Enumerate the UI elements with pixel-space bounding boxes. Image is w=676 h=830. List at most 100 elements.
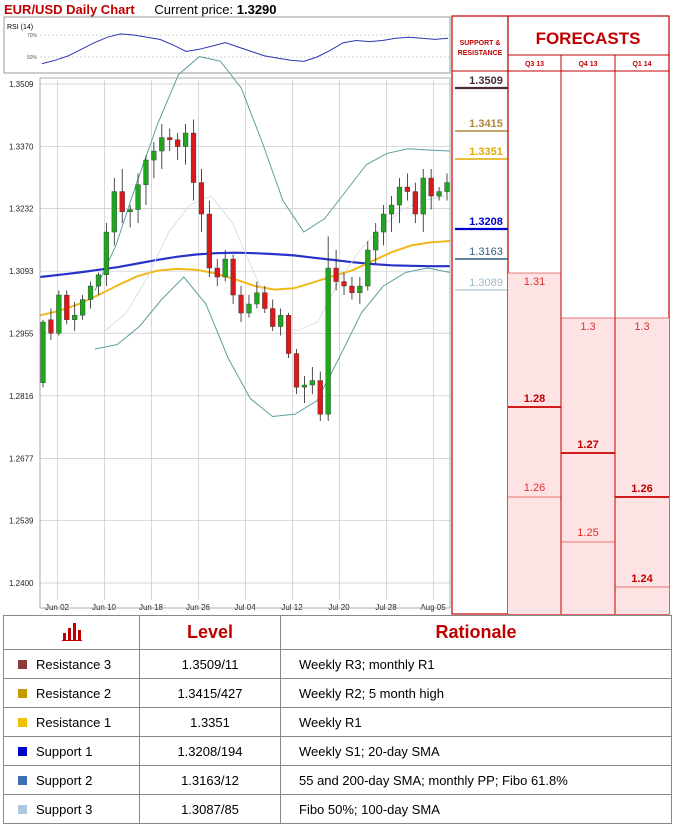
swatch-icon (18, 659, 27, 669)
level-name-cell: Support 1 (3, 736, 140, 766)
level-value: 1.3208/194 (139, 736, 281, 766)
x-tick-label: Jul 12 (281, 603, 303, 612)
candle-body (175, 139, 181, 147)
level-value: 1.3415/427 (139, 678, 281, 708)
rsi-line (41, 33, 449, 65)
rsi-tick-label: 70% (27, 33, 38, 39)
candle-body (325, 267, 331, 415)
candle-body (230, 258, 236, 296)
upper-bollinger-band (94, 56, 451, 291)
forecast-high-label: 1.3 (634, 321, 649, 333)
price-frame (39, 77, 451, 609)
candle-body (190, 132, 197, 183)
candle-body (262, 292, 268, 309)
candle-body (95, 274, 102, 287)
candle-body (135, 184, 141, 210)
forecast-low-label: 1.26 (524, 482, 545, 494)
sr-level-label: 1.3351 (469, 146, 503, 158)
level-name: Support 3 (36, 801, 93, 817)
candle-body (151, 150, 157, 161)
level-value: 1.3509/11 (139, 649, 281, 679)
candle-body (341, 281, 347, 287)
y-tick-label: 1.3370 (9, 143, 34, 152)
level-name-cell: Resistance 3 (3, 649, 140, 679)
candle-body (333, 267, 339, 282)
candle-body (373, 231, 379, 251)
rsi-label: RSI (14) (7, 24, 33, 31)
level-name: Resistance 1 (36, 714, 112, 730)
sr-title: SUPPORT & (460, 40, 501, 47)
chart-header: EUR/USD Daily Chart Current price: 1.329… (4, 2, 277, 17)
price-plot-area (40, 78, 450, 608)
level-rationale: Weekly S1; 20-day SMA (280, 736, 672, 766)
level-name-cell: Resistance 2 (3, 678, 140, 708)
forecast-range-fill (561, 318, 615, 614)
forecast-range-fill (615, 318, 669, 614)
sr-title: RESISTANCE (458, 50, 503, 57)
y-tick-label: 1.2400 (9, 579, 34, 588)
y-tick-label: 1.3232 (9, 205, 34, 214)
support-resistance-panel: SUPPORT & RESISTANCE 1.3509 1.3415 1.3351 1.3… (451, 15, 509, 615)
candle-body (428, 177, 434, 197)
quarter-label: Q3 13 (525, 61, 544, 68)
y-tick-label: 1.2816 (9, 392, 34, 401)
levels-table-header: Level Rationale (3, 615, 672, 650)
rsi-panel: RSI (14) 70% 50% (3, 16, 451, 74)
candle-body (40, 321, 46, 383)
current-price-label: Current price: (154, 2, 234, 17)
candle-body (301, 384, 308, 388)
forecast-title: FORECASTS (536, 29, 641, 48)
rationale-column-header: Rationale (280, 615, 672, 650)
level-name-cell: Resistance 1 (3, 707, 140, 737)
candle-body (87, 285, 94, 300)
table-row: Support 1 1.3208/194 Weekly S1; 20-day S… (3, 736, 672, 766)
rsi-frame (3, 16, 451, 74)
forecast-mid-label: 1.28 (524, 393, 545, 405)
y-tick-label: 1.3509 (9, 80, 34, 89)
yellow-sma-line (39, 240, 451, 317)
x-tick-label: Jul 28 (375, 603, 397, 612)
price-panel: 1.3509 1.3370 1.3232 1.3093 1.2955 1.2816 1.26… (9, 56, 451, 612)
rsi-tick-label: 50% (27, 55, 38, 61)
candle-body (420, 177, 426, 215)
x-tick-label: Jul 04 (234, 603, 256, 612)
level-column-header: Level (139, 615, 281, 650)
candle-body (127, 209, 133, 212)
quarter-label: Q1 14 (632, 61, 651, 68)
candle-body (396, 186, 403, 206)
level-name: Support 2 (36, 772, 93, 788)
y-tick-label: 1.3093 (9, 267, 34, 276)
level-value: 1.3163/12 (139, 765, 281, 795)
candle-body (285, 315, 292, 354)
candle-body (143, 159, 149, 185)
swatch-icon (18, 804, 27, 814)
x-tick-label: Jul 20 (328, 603, 350, 612)
candle-body (412, 191, 418, 215)
candle-body (238, 294, 244, 314)
candle-body (182, 132, 189, 147)
x-tick-label: Jun 26 (186, 603, 211, 612)
level-value: 1.3351 (139, 707, 281, 737)
candle-body (167, 137, 173, 140)
candle-body (254, 292, 260, 305)
level-name-cell: Support 3 (3, 794, 140, 824)
candle-body (48, 319, 54, 334)
x-tick-label: Jun 02 (45, 603, 70, 612)
level-value: 1.3087/85 (139, 794, 281, 824)
forecast-mid-label: 1.26 (631, 483, 652, 495)
candle-body (436, 191, 442, 197)
candle-body (365, 249, 371, 287)
candle-body (278, 315, 284, 327)
swatch-icon (18, 746, 27, 756)
table-row: Support 3 1.3087/85 Fibo 50%; 100-day SM… (3, 794, 672, 824)
candle-body (381, 213, 387, 233)
candle-body (309, 380, 315, 386)
level-name: Resistance 2 (36, 685, 112, 701)
forecast-low-label: 1.24 (631, 573, 653, 585)
candle-body (357, 285, 363, 293)
quarter-label: Q4 13 (578, 61, 597, 68)
level-rationale: Weekly R2; 5 month high (280, 678, 672, 708)
candle-body (72, 315, 78, 320)
candle-body (64, 294, 70, 320)
chart-canvas: RSI (14) 70% 50% 1.3509 1.3370 1.3232 1.3093 1… (3, 15, 670, 615)
